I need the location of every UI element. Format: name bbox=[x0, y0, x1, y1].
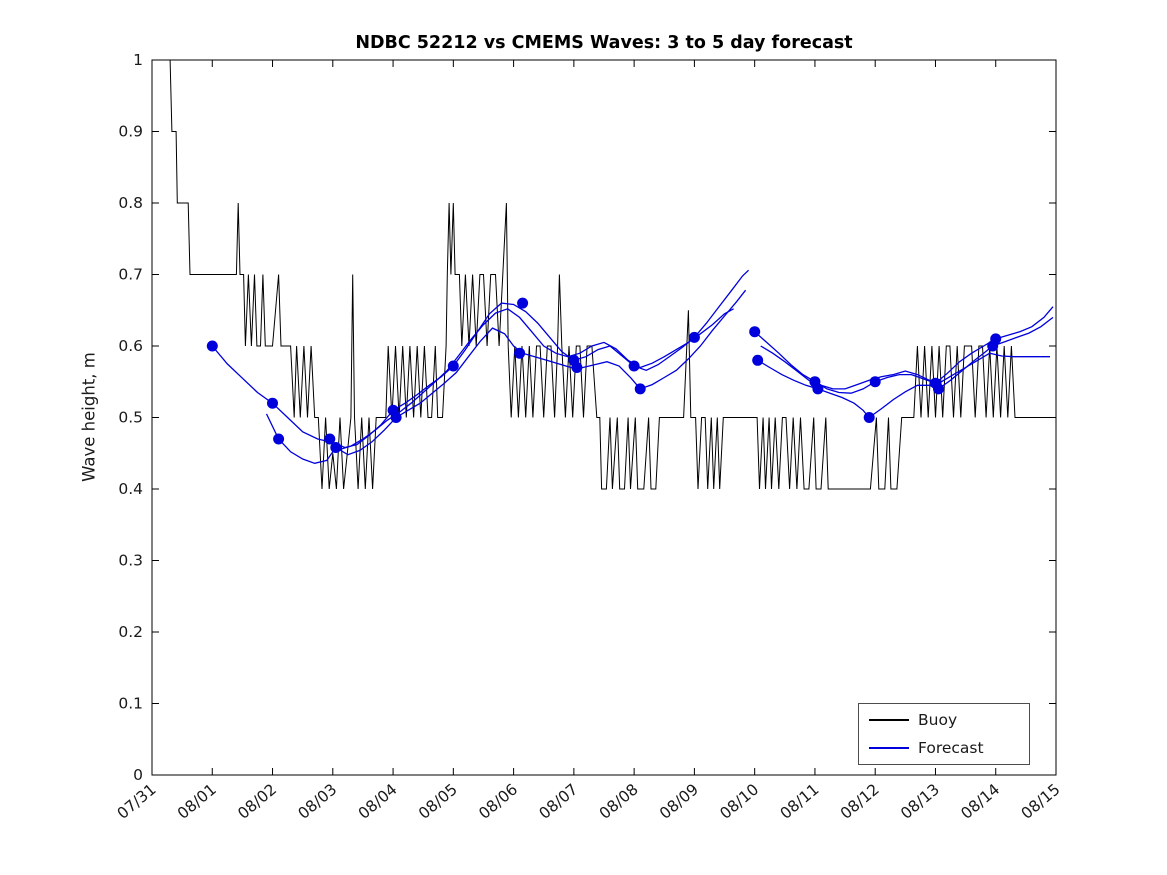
forecast-marker bbox=[273, 433, 285, 445]
svg-text:08/04: 08/04 bbox=[355, 780, 401, 823]
forecast-marker bbox=[863, 412, 875, 423]
svg-text:0.2: 0.2 bbox=[118, 623, 143, 641]
svg-text:08/05: 08/05 bbox=[415, 780, 461, 823]
legend: Buoy Forecast bbox=[858, 703, 1030, 765]
forecast-marker bbox=[990, 333, 1002, 345]
forecast-marker bbox=[628, 360, 640, 372]
svg-text:0.4: 0.4 bbox=[118, 480, 143, 498]
svg-text:07/31: 07/31 bbox=[114, 780, 160, 823]
forecast-line bbox=[326, 308, 734, 451]
chart-title: NDBC 52212 vs CMEMS Waves: 3 to 5 day fo… bbox=[355, 33, 853, 53]
forecast-line bbox=[754, 306, 1054, 394]
svg-text:0.7: 0.7 bbox=[118, 266, 143, 284]
legend-label-forecast: Forecast bbox=[918, 739, 984, 757]
svg-text:08/15: 08/15 bbox=[1018, 780, 1064, 823]
legend-item-forecast: Forecast bbox=[859, 737, 1029, 759]
legend-line-forecast bbox=[869, 747, 909, 749]
x-tick-labels: 07/31 08/01 08/02 08/03 08/04 08/05 08/06 08/07… bbox=[114, 780, 1064, 823]
forecast-line bbox=[757, 316, 1054, 419]
forecast-line bbox=[265, 289, 747, 464]
forecast-marker bbox=[514, 347, 526, 359]
forecast-marker bbox=[324, 433, 336, 445]
forecast-marker bbox=[447, 360, 459, 372]
svg-text:08/03: 08/03 bbox=[295, 780, 341, 823]
svg-text:08/02: 08/02 bbox=[234, 780, 280, 823]
forecast-marker bbox=[634, 383, 646, 395]
forecast-marker bbox=[933, 383, 944, 395]
forecast-marker bbox=[749, 326, 761, 338]
svg-text:0.9: 0.9 bbox=[118, 123, 143, 141]
svg-text:08/14: 08/14 bbox=[958, 780, 1004, 823]
svg-text:0: 0 bbox=[133, 766, 143, 784]
forecast-marker bbox=[267, 397, 278, 409]
forecast-line bbox=[211, 269, 750, 449]
svg-text:08/08: 08/08 bbox=[596, 780, 642, 823]
plot-box bbox=[151, 59, 1057, 776]
legend-line-buoy bbox=[869, 719, 909, 721]
svg-text:08/13: 08/13 bbox=[897, 780, 943, 823]
forecast-marker bbox=[517, 297, 529, 309]
forecast-marker bbox=[752, 354, 764, 366]
forecast-marker bbox=[869, 376, 881, 388]
y-tick-labels: 0 0.1 0.2 0.3 0.4 0.5 0.6 0.7 0.8 0.9 1 bbox=[118, 51, 143, 784]
svg-text:1: 1 bbox=[133, 51, 143, 69]
svg-text:0.1: 0.1 bbox=[118, 695, 143, 713]
svg-text:0.3: 0.3 bbox=[118, 552, 143, 570]
forecast-marker bbox=[688, 331, 700, 343]
forecast-marker bbox=[390, 412, 402, 423]
svg-text:08/11: 08/11 bbox=[777, 780, 823, 823]
svg-text:0.5: 0.5 bbox=[118, 409, 143, 427]
legend-item-buoy: Buoy bbox=[859, 709, 1029, 731]
forecast-marker bbox=[206, 340, 218, 352]
forecast-marker bbox=[812, 383, 824, 395]
legend-label-buoy: Buoy bbox=[918, 711, 958, 729]
svg-text:08/01: 08/01 bbox=[174, 780, 220, 823]
forecast-marker bbox=[330, 442, 342, 453]
svg-text:08/09: 08/09 bbox=[656, 780, 702, 823]
y-axis-label: Wave height, m bbox=[79, 352, 99, 482]
forecast-marker bbox=[571, 362, 583, 373]
svg-text:08/06: 08/06 bbox=[475, 780, 521, 823]
forecast-markers bbox=[206, 297, 1002, 453]
svg-text:08/12: 08/12 bbox=[837, 780, 883, 823]
svg-text:0.6: 0.6 bbox=[118, 337, 143, 355]
svg-text:08/07: 08/07 bbox=[536, 780, 582, 823]
svg-text:08/10: 08/10 bbox=[716, 780, 762, 823]
buoy-line bbox=[165, 60, 1056, 490]
plot-series bbox=[165, 60, 1056, 490]
svg-text:0.8: 0.8 bbox=[118, 194, 143, 212]
forecast-line bbox=[760, 345, 1050, 390]
